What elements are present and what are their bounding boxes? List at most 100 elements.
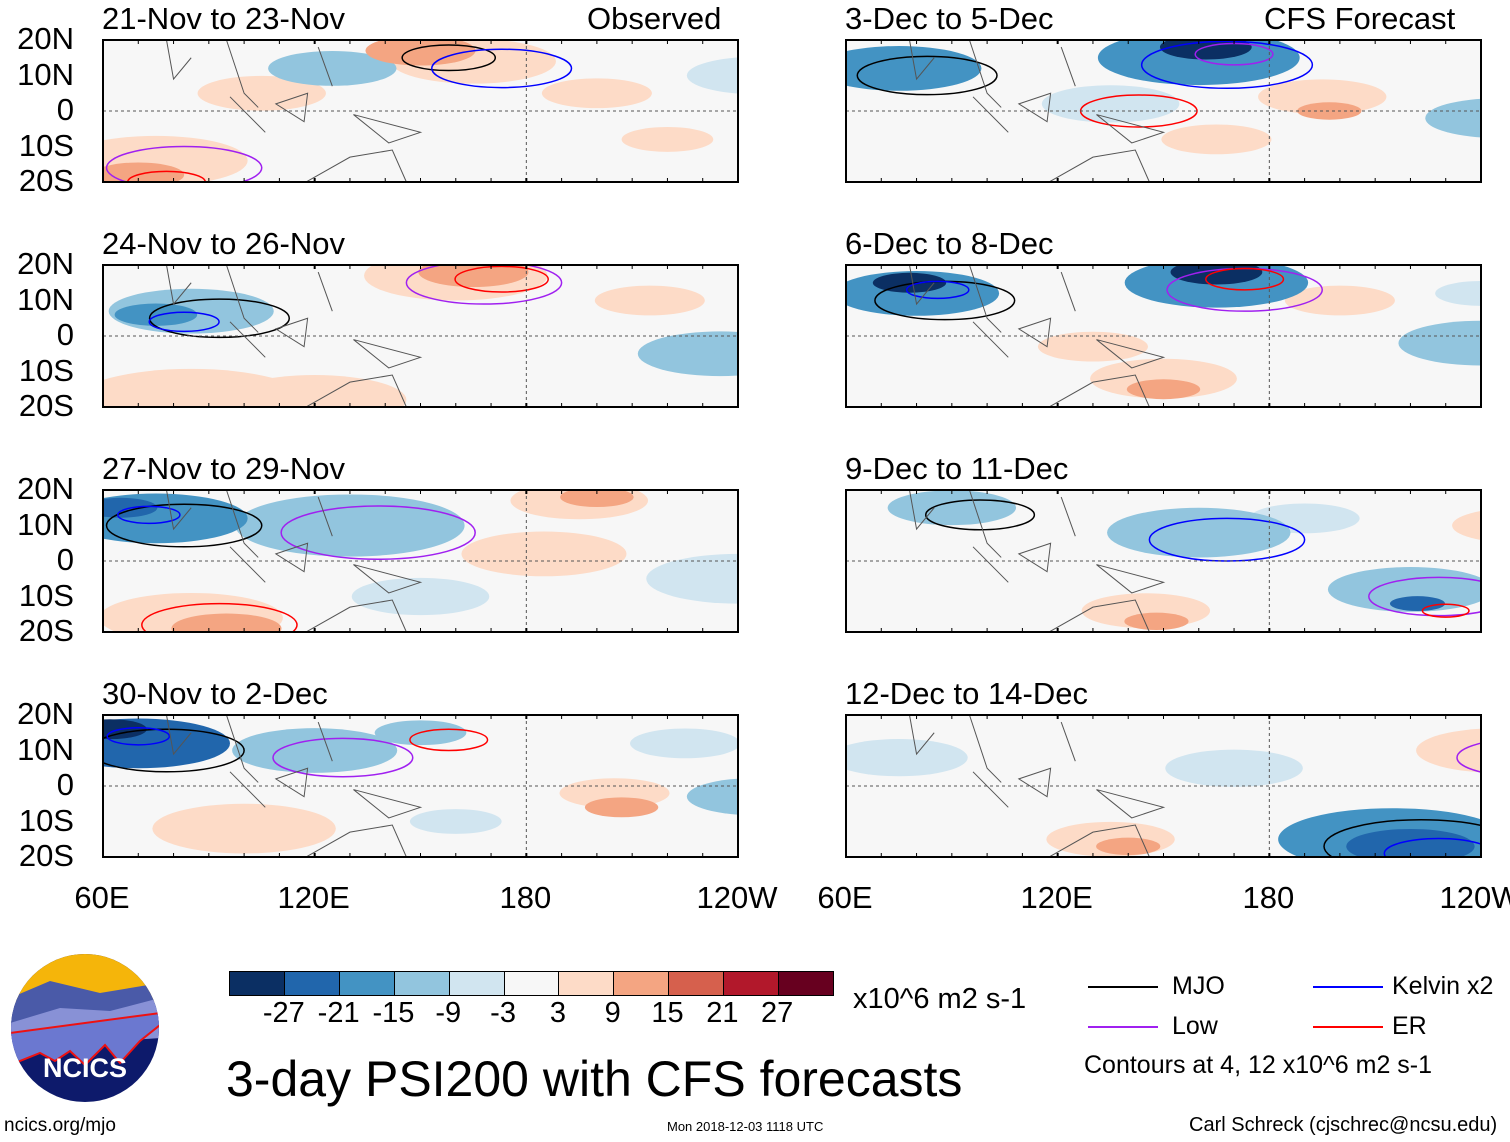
anomaly-region xyxy=(1124,612,1189,631)
forecast-label: CFS Forecast xyxy=(1264,1,1456,36)
observed-label: Observed xyxy=(587,1,722,36)
anomaly-region xyxy=(714,343,739,364)
anomaly-region xyxy=(1297,102,1362,120)
contour-line xyxy=(856,55,998,96)
anomaly-region xyxy=(232,728,398,773)
anomaly-region xyxy=(560,489,634,508)
lat-label: 20S xyxy=(18,163,74,198)
map-panel xyxy=(845,714,1482,858)
coastline xyxy=(909,264,1166,408)
svg-text:NCICS: NCICS xyxy=(43,1053,127,1083)
colorbar-swatch xyxy=(449,972,505,995)
lon-label: 180 xyxy=(499,880,552,915)
legend-low: Low xyxy=(1172,1012,1218,1040)
anomaly-region xyxy=(865,110,1003,148)
anomaly-region xyxy=(686,57,739,94)
lon-label: 180 xyxy=(1242,880,1295,915)
colorbar-swatch xyxy=(724,972,780,995)
anomaly-region xyxy=(152,803,336,854)
lon-label: 120E xyxy=(277,880,350,915)
legend-note: Contours at 4, 12 x10^6 m2 s-1 xyxy=(1084,1051,1433,1079)
colorbar-tick: -9 xyxy=(435,997,462,1029)
colorbar-tick: 3 xyxy=(549,997,566,1029)
colorbar-units: x10^6 m2 s-1 xyxy=(853,983,1027,1015)
author: Carl Schreck (cjschrec@ncsu.edu) xyxy=(1189,1114,1498,1136)
anomaly-region xyxy=(102,368,306,408)
timestamp: Mon 2018-12-03 1118 UTC xyxy=(667,1119,824,1134)
anomaly-region xyxy=(1327,567,1482,612)
lat-label: 0 xyxy=(56,92,74,127)
lat-label: 20N xyxy=(17,246,74,281)
contour-line xyxy=(431,48,573,89)
lon-label: 60E xyxy=(817,880,873,915)
anomaly-region xyxy=(637,331,739,377)
anomaly-region xyxy=(1107,507,1291,558)
anomaly-region xyxy=(1126,379,1201,400)
lat-label: 0 xyxy=(56,542,74,577)
lat-label: 20N xyxy=(17,471,74,506)
lat-label: 20S xyxy=(18,613,74,648)
contour-line xyxy=(102,728,245,773)
map-panel xyxy=(845,39,1482,183)
colorbar-swatch xyxy=(779,972,833,995)
panel-title: 21-Nov to 23-Nov xyxy=(102,1,345,36)
contour-line xyxy=(272,737,414,778)
contour-line xyxy=(924,499,1036,531)
ncics-logo: NCICS xyxy=(11,954,159,1102)
contour-line xyxy=(148,298,291,339)
map-panel xyxy=(102,714,739,858)
colorbar-swatch xyxy=(230,972,285,995)
contour-line xyxy=(141,602,298,633)
anomaly-region xyxy=(418,264,529,288)
contour-line xyxy=(148,311,220,333)
anomaly-region xyxy=(1161,124,1272,155)
lat-label: 10S xyxy=(18,577,74,613)
map-panel xyxy=(102,39,739,183)
contour-line xyxy=(105,503,263,548)
contour-line xyxy=(117,505,181,525)
contour-line xyxy=(905,280,970,300)
panel-title: 30-Nov to 2-Dec xyxy=(102,676,328,711)
anomaly-region xyxy=(1398,320,1482,366)
panel-title: 3-Dec to 5-Dec xyxy=(845,1,1054,36)
anomaly-region xyxy=(594,285,705,316)
figure-title: 3-day PSI200 with CFS forecasts xyxy=(226,1051,963,1107)
anomaly-region xyxy=(409,809,502,834)
legend-kelvin: Kelvin x2 xyxy=(1392,972,1494,1000)
anomaly-region xyxy=(1041,85,1180,123)
coastline xyxy=(166,714,423,858)
anomaly-region xyxy=(1096,837,1161,856)
lat-label: 10S xyxy=(18,127,74,163)
lat-label: 10N xyxy=(17,731,74,767)
lat-label: 0 xyxy=(56,317,74,352)
contour-line xyxy=(1383,837,1482,858)
panel-title: 27-Nov to 29-Nov xyxy=(102,451,345,486)
colorbar-tick: -15 xyxy=(372,997,415,1029)
anomaly-region xyxy=(1165,749,1303,787)
contour-line xyxy=(454,265,549,293)
anomaly-region xyxy=(1389,596,1446,612)
anomaly-region xyxy=(235,494,465,557)
site-url[interactable]: ncics.org/mjo xyxy=(4,1115,116,1136)
contour-line xyxy=(1421,603,1470,618)
panel-title: 9-Dec to 11-Dec xyxy=(845,451,1069,486)
lat-label: 10N xyxy=(17,56,74,92)
coastline xyxy=(166,489,423,633)
anomaly-region xyxy=(887,490,1017,526)
colorbar-tick: 21 xyxy=(706,997,739,1029)
anomaly-region xyxy=(1346,828,1475,858)
anomaly-region xyxy=(351,577,490,616)
anomaly-region xyxy=(268,51,397,86)
coastline xyxy=(166,39,423,183)
colorbar-swatch xyxy=(394,972,450,995)
anomaly-region xyxy=(114,303,198,326)
anomaly-region xyxy=(584,797,659,818)
lat-label: 20S xyxy=(18,838,74,873)
anomaly-region xyxy=(1090,358,1237,399)
anomaly-region xyxy=(646,553,739,604)
contour-line xyxy=(1368,576,1482,617)
lat-label: 10N xyxy=(17,281,74,317)
coastline xyxy=(909,489,1166,633)
anomaly-region xyxy=(621,126,714,152)
lon-label: 60E xyxy=(74,880,130,915)
